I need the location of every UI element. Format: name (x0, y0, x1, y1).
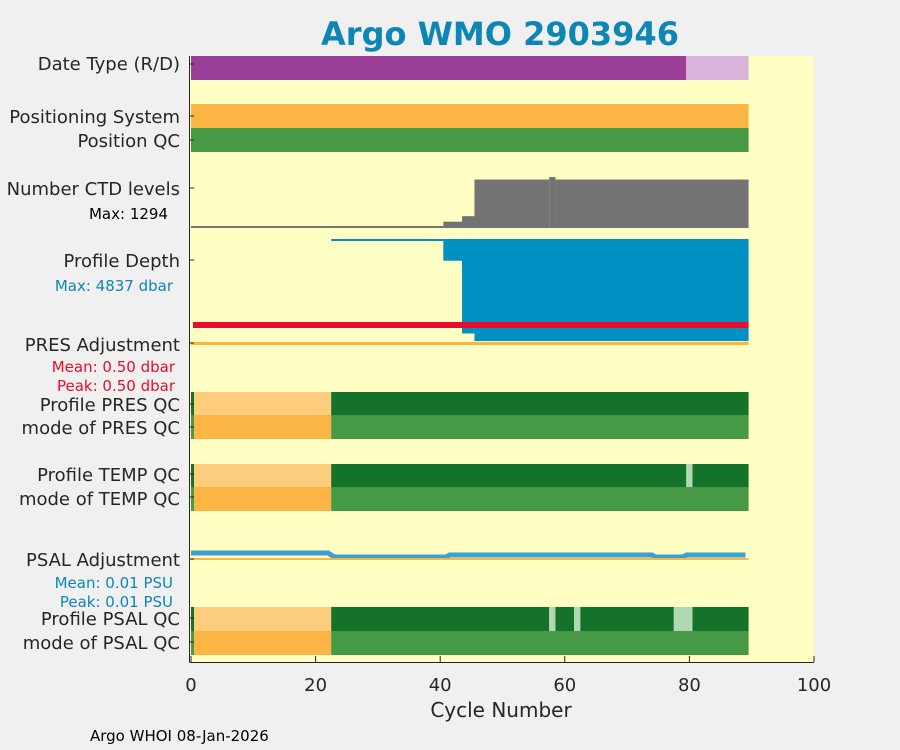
qc-profile-psal-seg-2 (331, 607, 550, 631)
x-tick-label-40: 40 (429, 675, 452, 696)
qc-profile-psal-seg-4 (555, 607, 575, 631)
qc-profile-psal-seg-1 (194, 607, 332, 631)
x-tick-label-100: 100 (797, 675, 831, 696)
label-position-qc: Position QC (77, 131, 180, 152)
row-labels: Date Type (R/D) Positioning System Posit… (7, 54, 180, 654)
date-type-bar-R (191, 56, 687, 80)
x-axis-ticks: 0 20 40 60 80 100 (185, 656, 831, 696)
qc-profile-psal-seg-0 (191, 607, 195, 631)
label-profile-psal-qc: Profile PSAL QC (41, 609, 180, 630)
label-mode-pres-qc: mode of PRES QC (22, 418, 180, 439)
qc-profile-pres-seg-2 (331, 392, 749, 416)
ctd-levels-bar-0 (191, 226, 444, 228)
qc-mode-pres-seg-2 (331, 415, 749, 439)
qc-mode-psal-seg-0 (191, 631, 195, 655)
label-profile-temp-qc: Profile TEMP QC (37, 465, 180, 486)
chart-title: Argo WMO 2903946 (321, 15, 679, 53)
qc-mode-psal-seg-1 (194, 631, 332, 655)
date-type-bar-D (686, 56, 749, 80)
qc-profile-pres-seg-1 (194, 392, 332, 416)
label-psal-adjustment: PSAL Adjustment (26, 550, 180, 571)
label-psal-peak: Peak: 0.01 PSU (60, 593, 173, 611)
qc-profile-psal-seg-7 (673, 607, 693, 631)
label-pres-peak: Peak: 0.50 dbar (57, 377, 176, 395)
positioning-system-bar (191, 104, 749, 128)
label-positioning-system: Positioning System (9, 107, 180, 128)
qc-profile-temp-seg-2 (331, 464, 687, 488)
qc-profile-psal-seg-5 (574, 607, 581, 631)
qc-mode-temp-seg-1 (194, 487, 332, 511)
label-pres-adjustment: PRES Adjustment (25, 335, 180, 356)
qc-profile-psal-seg-6 (580, 607, 674, 631)
label-psal-mean: Mean: 0.01 PSU (55, 574, 173, 592)
ctd-levels-bar-2 (462, 216, 475, 228)
ctd-levels-bar-4 (549, 177, 556, 228)
label-profile-depth: Profile Depth (63, 251, 180, 272)
qc-profile-temp-seg-1 (194, 464, 332, 488)
label-ctd-levels: Number CTD levels (7, 179, 180, 200)
chart-marks (191, 56, 749, 655)
x-tick-label-80: 80 (678, 675, 701, 696)
qc-profile-psal-seg-3 (549, 607, 556, 631)
x-tick-label-60: 60 (553, 675, 576, 696)
profile-depth-bar-1 (331, 239, 444, 241)
x-tick-label-20: 20 (304, 675, 327, 696)
label-ctd-max: Max: 1294 (89, 205, 168, 223)
label-depth-max: Max: 4837 dbar (55, 277, 174, 295)
psal-adjustment-line (191, 550, 746, 560)
x-axis-title: Cycle Number (430, 698, 572, 722)
qc-profile-temp-seg-4 (692, 464, 749, 488)
qc-profile-psal-seg-8 (692, 607, 749, 631)
y-axis-ticks (190, 63, 194, 643)
x-tick-label-0: 0 (185, 675, 196, 696)
ctd-levels-bar-1 (443, 221, 463, 228)
qc-mode-psal-seg-2 (331, 631, 749, 655)
qc-mode-temp-seg-0 (191, 487, 195, 511)
label-mode-psal-qc: mode of PSAL QC (23, 633, 180, 654)
profile-depth-bar-2 (443, 239, 463, 261)
profile-depth-bar-3 (462, 239, 475, 334)
plot-area (190, 56, 814, 662)
qc-mode-temp-seg-2 (331, 487, 749, 511)
ctd-levels-bar-5 (555, 179, 749, 228)
ctd-levels-bar-3 (474, 179, 550, 228)
qc-mode-pres-seg-1 (194, 415, 332, 439)
label-mode-temp-qc: mode of TEMP QC (19, 489, 180, 510)
footer-credit: Argo WHOI 08-Jan-2026 (90, 727, 269, 745)
position-qc-bar (191, 128, 749, 152)
label-pres-mean: Mean: 0.50 dbar (52, 358, 176, 376)
qc-profile-temp-seg-3 (686, 464, 693, 488)
qc-profile-temp-seg-0 (191, 464, 195, 488)
label-profile-pres-qc: Profile PRES QC (40, 395, 180, 416)
label-date-type: Date Type (R/D) (38, 54, 180, 75)
